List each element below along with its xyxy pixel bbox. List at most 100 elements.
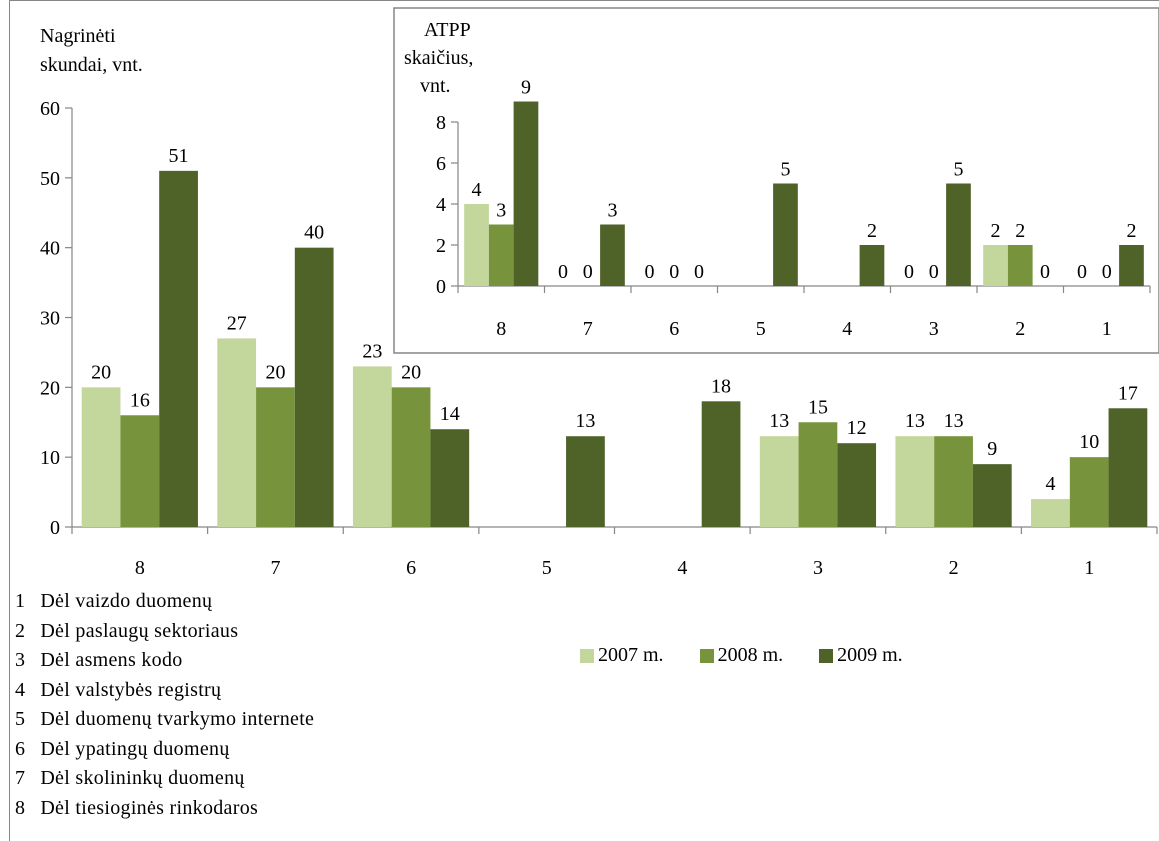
main-bar [391,387,431,527]
main-bar [294,247,334,527]
inset-bar [488,224,514,286]
series-swatch-2009 [819,648,834,663]
inset-data-label: 2 [867,220,877,242]
category-legend-item: 4 Dėl valstybės registrų [15,678,222,701]
series-legend-entry-2009: 2009 m. [819,644,903,667]
inset-bar [1119,245,1144,286]
main-data-label: 17 [1118,382,1138,404]
inset-y-tick-label: 0 [436,276,446,298]
category-legend-item: 7 Dėl skolininkų duomenų [15,767,245,789]
inset-data-label: 0 [1102,261,1112,283]
main-data-label: 20 [91,361,111,383]
main-bar [934,436,973,527]
main-bar [1031,499,1070,527]
main-bar [352,366,392,527]
main-data-label: 13 [575,410,595,432]
main-x-tick-label: 3 [813,557,823,579]
main-data-label: 51 [169,145,189,167]
inset-data-label: 0 [669,261,679,283]
main-bar [1069,457,1109,527]
category-legend-item: 3 Dėl asmens kodo [15,649,183,671]
main-y-tick-label: 10 [40,447,60,469]
inset-x-tick-label: 7 [583,318,593,340]
main-data-label: 13 [944,410,964,432]
series-legend-label: 2009 m. [837,644,903,666]
main-data-label: 27 [227,312,247,334]
inset-bar [859,245,885,286]
inset-x-tick-label: 6 [669,318,679,340]
main-bar [837,443,877,527]
inset-y-axis-label-line3: vnt. [420,75,451,97]
main-data-label: 23 [362,340,382,362]
inset-data-label: 2 [1015,220,1025,242]
inset-frame [393,7,1159,354]
inset-y-tick-label: 6 [436,153,446,175]
series-swatch-2008 [699,648,714,663]
main-x-tick-label: 4 [677,557,687,579]
main-x-tick-label: 2 [949,557,959,579]
inset-data-label: 0 [929,261,939,283]
main-bar [972,464,1012,527]
inset-data-label: 0 [1077,261,1087,283]
main-data-label: 40 [304,222,324,244]
main-y-tick-label: 50 [40,168,60,190]
main-data-label: 20 [265,361,285,383]
main-y-tick-label: 20 [40,377,60,399]
series-legend-label: 2007 m. [598,644,664,666]
main-bar [81,387,121,527]
inset-data-label: 0 [694,261,704,283]
main-bar [430,429,470,527]
inset-data-label: 3 [496,200,506,222]
main-x-tick-label: 5 [542,557,552,579]
main-data-label: 15 [808,396,828,418]
category-legend-item: 5 Dėl duomenų tvarkymo internete [15,708,315,730]
main-bar [798,422,838,527]
main-data-label: 16 [130,389,150,411]
main-data-label: 14 [440,403,460,425]
main-bar [566,436,605,527]
main-data-label: 13 [769,410,789,432]
main-y-tick-label: 60 [40,98,60,120]
series-legend-entry-2008: 2008 m. [699,644,784,667]
inset-bar [513,101,539,286]
inset-y-tick-label: 8 [436,112,446,134]
inset-bar [773,183,798,286]
inset-data-label: 0 [645,261,655,283]
series-swatch-2007 [580,648,594,663]
main-bar [120,415,160,527]
series-legend-label: 2008 m. [717,644,784,666]
main-bar [159,170,198,527]
series-legend-entry-2007: 2007 m. [580,644,664,667]
inset-bar [600,224,625,286]
inset-data-label: 9 [521,77,531,99]
inset-x-tick-label: 4 [842,318,852,340]
inset-x-tick-label: 8 [496,318,506,340]
category-legend-item: 1 Dėl vaizdo duomenų [15,590,213,612]
inset-data-label: 4 [472,179,482,201]
main-data-label: 9 [987,438,997,460]
main-bar [1108,408,1148,527]
main-x-tick-label: 8 [135,557,145,579]
category-legend-item: 6 Dėl ypatingų duomenų [15,737,230,760]
inset-y-tick-label: 4 [436,194,446,216]
main-y-tick-label: 30 [40,308,60,330]
inset-bar [1007,245,1033,286]
inset-data-label: 0 [583,261,593,283]
inset-data-label: 2 [991,220,1001,242]
inset-data-label: 5 [780,159,790,181]
inset-x-tick-label: 1 [1102,318,1112,340]
inset-x-tick-label: 5 [756,318,766,340]
inset-x-tick-label: 3 [929,318,939,340]
inset-bar [983,245,1008,286]
inset-bar [946,183,971,286]
inset-y-tick-label: 2 [436,235,446,257]
category-legend-item: 8 Dėl tiesioginės rinkodaros [15,796,259,819]
main-x-tick-label: 1 [1084,557,1094,579]
series-legend: 2007 m. 2008 m. 2009 m. [580,644,939,667]
inset-data-label: 2 [1126,220,1136,242]
main-bar [217,338,257,527]
inset-data-label: 0 [1040,261,1050,283]
main-y-axis-label-line1: Nagrinėti [40,25,116,47]
